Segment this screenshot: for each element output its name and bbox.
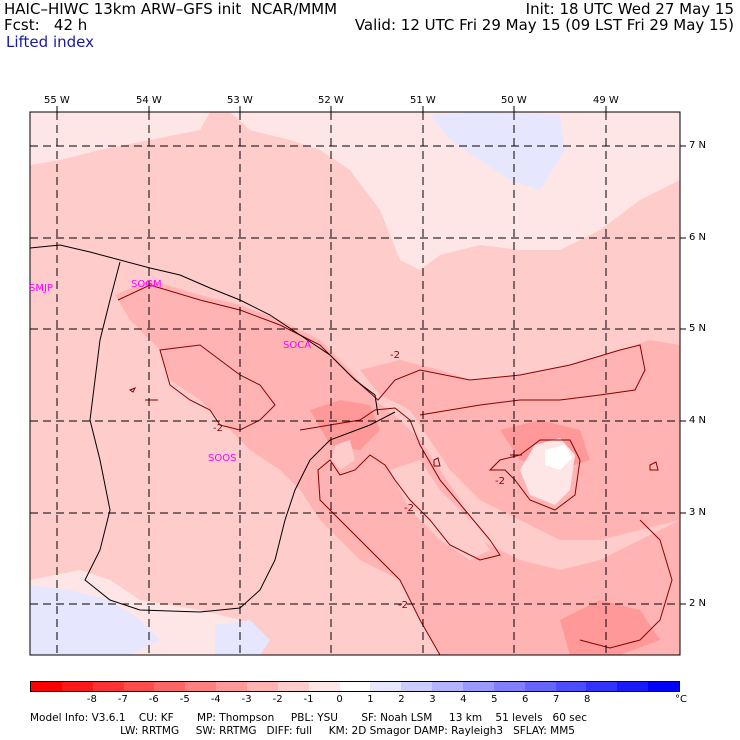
colorbar-label: 7 <box>553 694 560 705</box>
colorbar-swatch <box>247 682 278 691</box>
colorbar-swatch <box>123 682 155 691</box>
colorbar-label: -3 <box>241 694 252 705</box>
colorbar-swatch <box>308 682 340 691</box>
lon-label-53w: 53 W <box>227 95 253 106</box>
contour-lines <box>117 284 673 656</box>
contour-coast-north <box>117 284 646 416</box>
contour-label: -2 <box>398 600 408 611</box>
colorbar-swatch <box>555 682 587 691</box>
colorbar-unit: °C <box>675 694 687 705</box>
shading-zero-pocket <box>545 445 572 470</box>
colorbar-label: 8 <box>583 694 591 705</box>
colorbar-swatch <box>185 682 217 691</box>
contour-label: -2 <box>404 503 414 514</box>
colorbar-swatch <box>216 682 248 691</box>
station-sogm: SOGM <box>131 279 162 290</box>
lon-label-51w: 51 W <box>410 95 436 106</box>
colorbar-label: -7 <box>117 694 128 705</box>
shading-neg4-a <box>310 400 380 450</box>
lat-label-7n: 7 N <box>689 140 707 151</box>
shading-pos1-south <box>215 620 270 655</box>
colorbar-swatch <box>61 682 93 691</box>
lat-label-2n: 2 N <box>689 598 707 609</box>
contour-inland-a <box>159 344 276 431</box>
coastlines-borders <box>29 244 396 613</box>
filled-contours <box>30 112 680 655</box>
colorbar-swatch <box>277 682 309 691</box>
colorbar-swatch <box>370 682 402 691</box>
map-frame <box>29 111 681 656</box>
colorbar-swatch <box>648 682 680 691</box>
contour-southeast <box>579 519 673 649</box>
contour-south <box>299 407 501 656</box>
colorbar-label: 1 <box>367 694 374 705</box>
tick-marks <box>56 106 686 605</box>
contour-small-e <box>433 457 441 467</box>
colorbar-label: -6 <box>148 694 159 705</box>
shading-neg1-west <box>30 112 210 165</box>
colorbar-label: 4 <box>460 694 467 705</box>
colorbar-label: -8 <box>86 694 97 705</box>
lon-label-54w: 54 W <box>136 95 162 106</box>
forecast-hour: Fcst: 42 h <box>4 16 88 34</box>
colorbar-swatch <box>31 682 62 691</box>
colorbar-swatch <box>493 682 525 691</box>
border-line-b <box>84 261 396 613</box>
contour-east-pocket <box>488 439 581 511</box>
colorbar-swatch <box>524 682 556 691</box>
colorbar-label: 6 <box>522 694 529 705</box>
colorbar-swatch <box>154 682 186 691</box>
shading-pos1-northeast <box>430 112 565 190</box>
contour-small-d <box>649 461 659 471</box>
colorbar-label: -5 <box>179 694 190 705</box>
station-smjp: SMJP <box>29 283 53 294</box>
colorbar-label: -4 <box>210 694 221 705</box>
contour-label: -2 <box>390 350 400 361</box>
colorbar-label: -1 <box>303 694 314 705</box>
shading-neg2-pocket-a <box>390 460 490 560</box>
lat-label-5n: 5 N <box>689 323 707 334</box>
colorbar-swatch <box>586 682 618 691</box>
shading-neg1-north <box>230 112 680 270</box>
footer-model-info-2: LW: RRTMG SW: RRTMG DIFF: full KM: 2D Sm… <box>30 725 575 737</box>
contour-small-a <box>128 387 137 393</box>
station-soos: SOOS <box>208 453 237 464</box>
colorbar-swatch <box>432 682 464 691</box>
lon-label-55w: 55 W <box>44 95 70 106</box>
border-line-a <box>29 244 379 416</box>
colorbar <box>30 681 680 692</box>
colorbar-swatch <box>401 682 433 691</box>
contour-label: -2 <box>213 423 223 434</box>
colorbar-label: 3 <box>429 694 436 705</box>
lat-label-3n: 3 N <box>689 507 707 518</box>
colorbar-swatch <box>339 682 371 691</box>
lon-label-49w: 49 W <box>593 95 619 106</box>
lat-label-6n: 6 N <box>689 232 707 243</box>
shading-pos1-southwest <box>30 585 160 655</box>
colorbar-swatch <box>617 682 649 691</box>
lon-label-50w: 50 W <box>501 95 527 106</box>
station-soca: SOCA <box>283 340 312 351</box>
colorbar-label: 2 <box>398 694 405 705</box>
init-time: Init: 18 UTC Wed 27 May 15 <box>525 0 734 18</box>
colorbar-label: 5 <box>491 694 498 705</box>
lon-label-52w: 52 W <box>318 95 344 106</box>
model-title: HAIC–HIWC 13km ARW–GFS init NCAR/MMM <box>4 0 338 18</box>
lat-label-4n: 4 N <box>689 415 707 426</box>
contour-label: -2 <box>495 476 505 487</box>
colorbar-swatch <box>92 682 124 691</box>
field-name: Lifted index <box>6 33 94 51</box>
shading-neg2-pocket-b <box>332 440 355 470</box>
graticule <box>30 112 680 655</box>
colorbar-swatch <box>463 682 494 691</box>
colorbar-label: -2 <box>272 694 283 705</box>
valid-time: Valid: 12 UTC Fri 29 May 15 (09 LST Fri … <box>354 16 734 34</box>
colorbar-label: 0 <box>336 694 343 705</box>
footer-model-info-1: Model Info: V3.6.1 CU: KF MP: Thompson P… <box>30 712 587 724</box>
